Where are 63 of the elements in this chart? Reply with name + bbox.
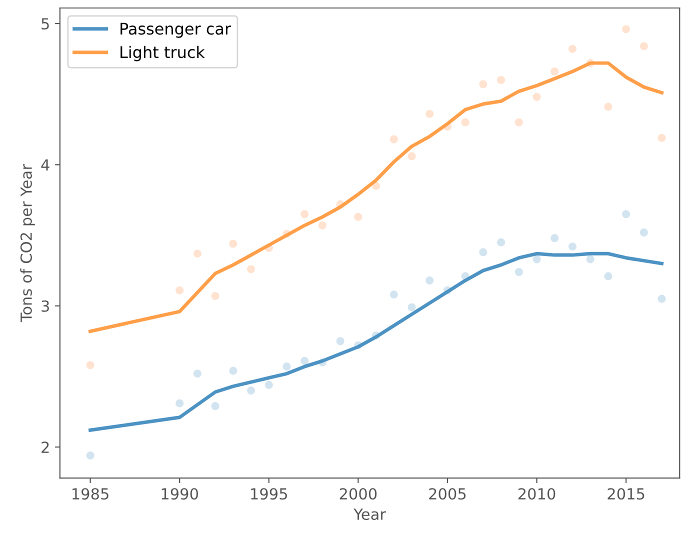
point [86, 360, 96, 370]
point [496, 75, 506, 85]
y-tick-label: 3 [42, 300, 49, 312]
point [246, 264, 256, 274]
point [336, 336, 346, 346]
point [639, 41, 649, 51]
point [210, 291, 220, 301]
point [264, 380, 274, 390]
x-tick-label: 2015 [608, 488, 644, 500]
point [228, 366, 238, 376]
point [353, 212, 363, 222]
point [460, 118, 470, 128]
point [496, 238, 506, 248]
x-axis-title: Year [354, 508, 386, 520]
y-tick-label: 2 [42, 442, 49, 453]
point [389, 290, 399, 300]
point [657, 133, 667, 143]
point [603, 102, 613, 112]
point [657, 294, 667, 304]
point [174, 286, 184, 296]
point [192, 368, 202, 378]
point [514, 267, 524, 277]
x-tick-label: 1995 [251, 488, 287, 500]
point [300, 356, 310, 366]
point [532, 92, 542, 102]
y-axis-title: Tons of CO2 per Year [20, 164, 35, 322]
point [300, 209, 310, 219]
point [246, 386, 256, 396]
x-tick-label: 1985 [72, 488, 108, 500]
y-tick-label: 4 [41, 159, 50, 170]
point [621, 209, 631, 219]
x-tick-label: 1990 [162, 488, 198, 500]
point [86, 450, 96, 460]
point [389, 134, 399, 144]
point [478, 79, 488, 89]
point [568, 242, 578, 252]
point [550, 233, 560, 243]
point [550, 66, 560, 76]
point [424, 276, 434, 286]
x-tick-label: 2010 [518, 488, 556, 500]
x-tick-label: 2000 [340, 488, 377, 500]
point [603, 271, 613, 281]
x-tick-label: 2005 [429, 488, 466, 500]
point [568, 44, 578, 54]
point [282, 362, 292, 372]
point [424, 109, 434, 119]
point [228, 239, 238, 248]
point [210, 401, 220, 411]
point [639, 228, 649, 238]
y-tick-label: 5 [42, 18, 49, 30]
point [407, 151, 416, 161]
point [318, 220, 328, 230]
line-series [88, 252, 664, 432]
legend-label: Light truck [120, 46, 205, 62]
point [586, 254, 596, 264]
point [407, 302, 416, 312]
point [478, 247, 488, 257]
point [192, 248, 202, 258]
point [514, 118, 524, 128]
legend-label: Passenger car [120, 22, 232, 38]
point [621, 24, 631, 34]
point [532, 254, 542, 264]
point [174, 398, 184, 408]
